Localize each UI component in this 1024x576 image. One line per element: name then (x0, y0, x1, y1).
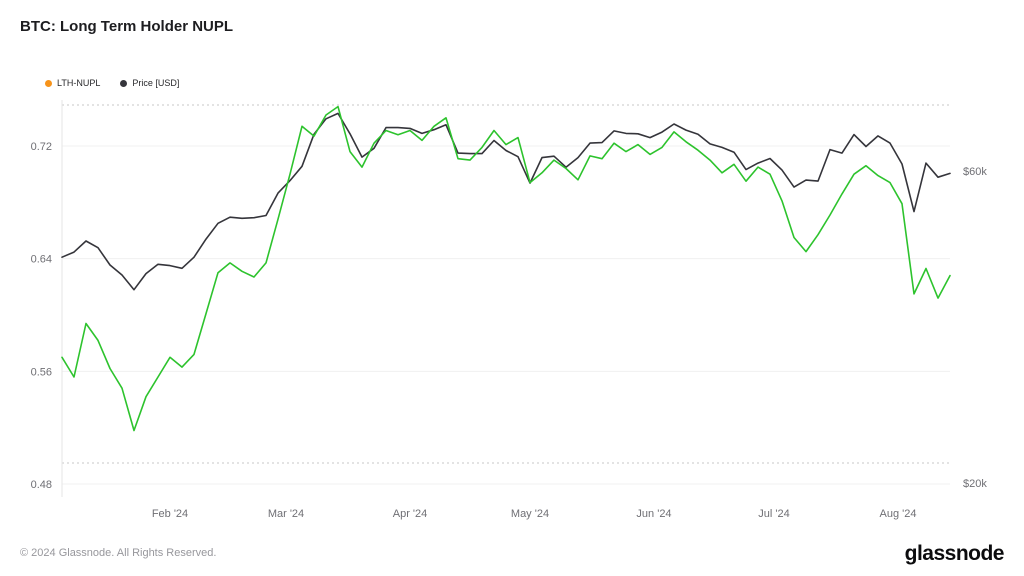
right-axis-tick-label: $60k (963, 166, 987, 178)
legend-marker-lth-nupl-icon (45, 79, 52, 87)
chart-legend: LTH-NUPL Price [USD] (45, 78, 179, 88)
glassnode-logo: glassnode (904, 542, 1005, 565)
legend-item-lth-nupl[interactable]: LTH-NUPL (45, 78, 100, 88)
page-title: BTC: Long Term Holder NUPL (20, 18, 234, 35)
x-axis-tick-label: Apr '24 (393, 508, 428, 520)
right-axis-tick-label: $20k (963, 478, 987, 490)
x-axis-tick-label: Jul '24 (758, 508, 789, 520)
legend-marker-price-usd-icon (120, 79, 128, 87)
left-axis-tick-label: 0.48 (31, 479, 52, 491)
legend-label-lth-nupl: LTH-NUPL (57, 78, 101, 88)
x-axis-tick-label: Feb '24 (152, 508, 188, 520)
series-line-lth-nupl[interactable] (61, 105, 951, 432)
x-axis-tick-label: May '24 (511, 508, 549, 520)
left-axis-tick-label: 0.72 (31, 141, 52, 153)
x-axis-tick-label: Aug '24 (880, 508, 917, 520)
left-axis-tick-label: 0.64 (31, 254, 52, 266)
series-line-price-usd-[interactable] (61, 112, 951, 291)
copyright-text: © 2024 Glassnode. All Rights Reserved. (20, 547, 217, 559)
x-axis-tick-label: Mar '24 (268, 508, 304, 520)
left-axis-tick-label: 0.56 (31, 366, 52, 378)
legend-label-price-usd: Price [USD] (132, 78, 180, 88)
x-axis-tick-label: Jun '24 (636, 508, 671, 520)
legend-item-price-usd[interactable]: Price [USD] (120, 78, 179, 88)
